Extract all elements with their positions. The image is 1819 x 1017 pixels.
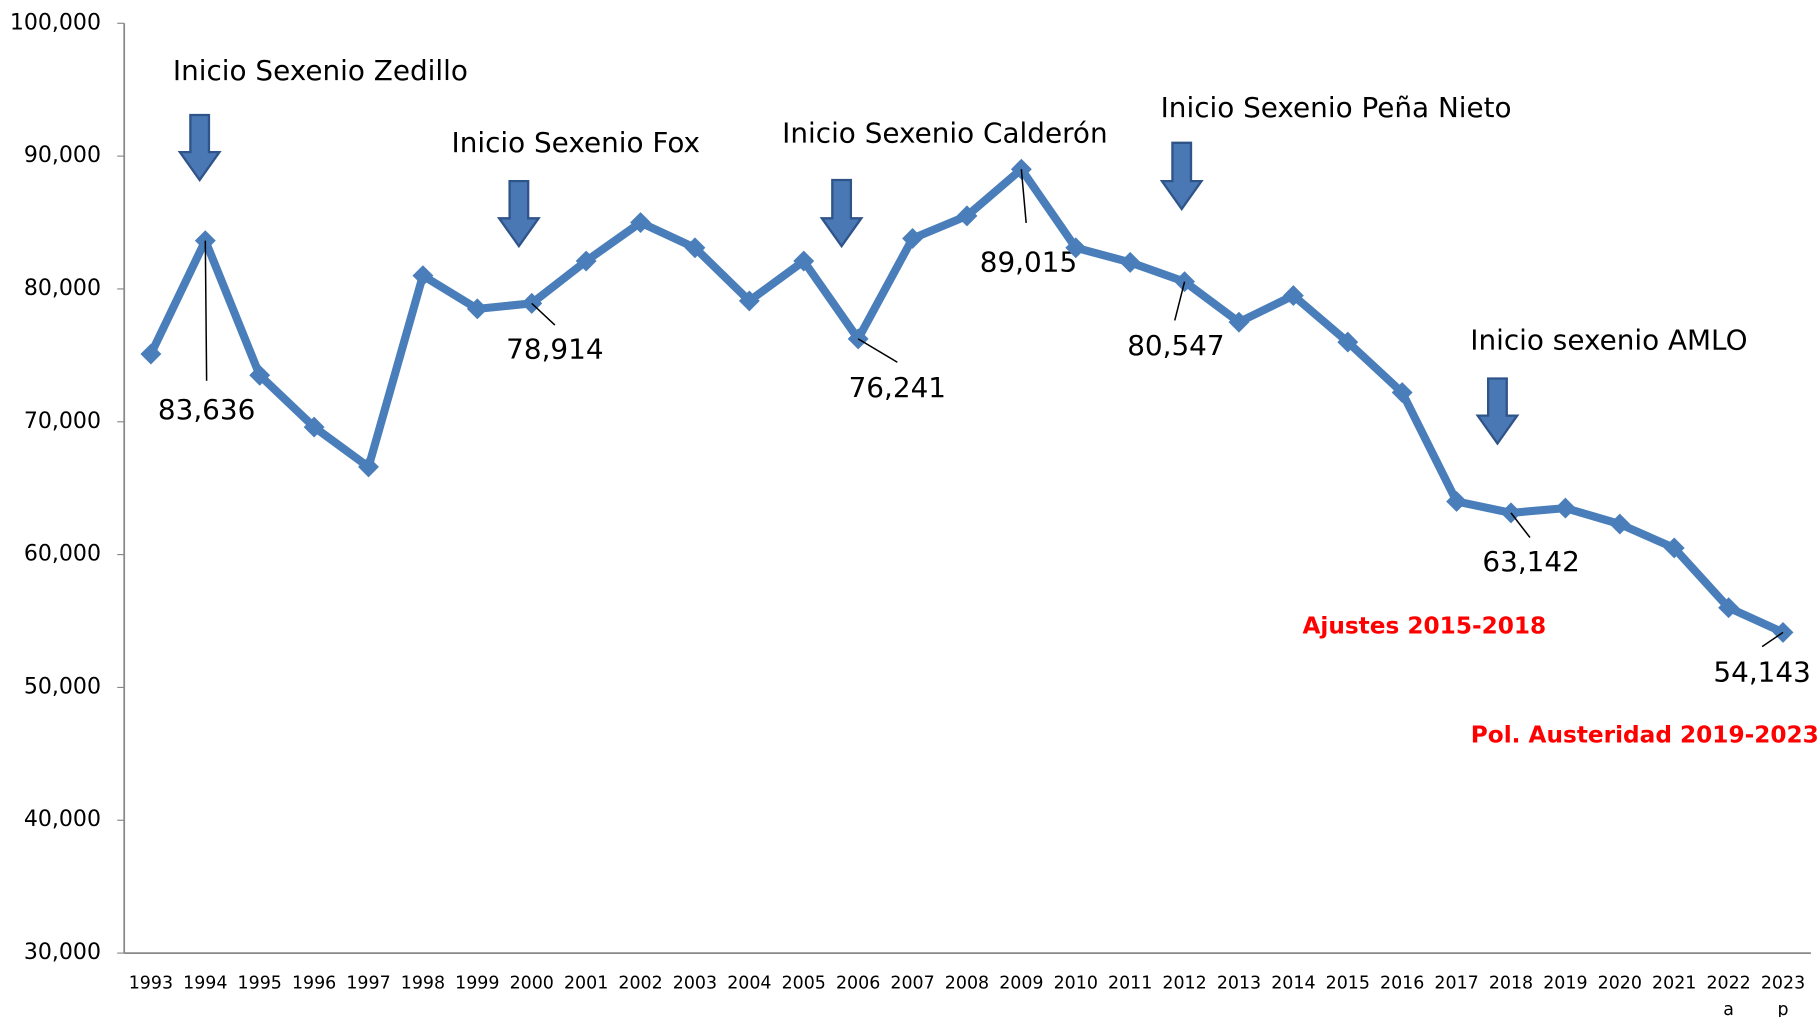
- data-label: 63,142: [1482, 545, 1579, 578]
- marker: [1718, 597, 1740, 619]
- y-tick-label: 60,000: [24, 542, 101, 567]
- arrow: [819, 178, 864, 249]
- marker: [1663, 537, 1685, 559]
- y-tick-label: 30,000: [24, 940, 101, 965]
- x-tick-label: 1999: [455, 973, 499, 993]
- leader-line: [857, 338, 898, 363]
- marker: [956, 205, 978, 227]
- x-tick-label: 2011: [1108, 973, 1152, 993]
- data-label: 89,015: [980, 246, 1077, 279]
- x-tick-label: 2000: [510, 973, 554, 993]
- x-tick-label: 2001: [564, 973, 608, 993]
- leader-line: [531, 302, 556, 326]
- x-tick-label: 2008: [945, 973, 989, 993]
- marker: [1554, 497, 1576, 519]
- arrow: [496, 179, 541, 249]
- marker: [1282, 285, 1304, 307]
- data-label: 78,914: [506, 333, 603, 366]
- data-label: 83,636: [158, 393, 255, 426]
- annotation: Inicio Sexenio Peña Nieto: [1161, 91, 1512, 124]
- x-sublabel: p: [1777, 1000, 1788, 1017]
- annotation: Pol. Austeridad 2019-2023-20: [1471, 722, 1819, 749]
- annotation: Ajustes 2015-2018: [1302, 612, 1546, 639]
- marker: [793, 250, 815, 272]
- marker: [249, 364, 271, 386]
- x-tick-label: 2012: [1162, 973, 1206, 993]
- x-tick-label: 2010: [1054, 973, 1098, 993]
- x-tick-label: 2006: [836, 973, 880, 993]
- marker: [630, 212, 651, 233]
- x-tick-label: 2004: [727, 973, 771, 993]
- leader-line: [1174, 281, 1186, 321]
- leader-line: [1510, 512, 1531, 538]
- x-tick-label: 1994: [183, 973, 227, 993]
- x-tick-label: 2020: [1598, 973, 1642, 993]
- marker: [1446, 491, 1468, 512]
- annotation: Inicio Sexenio Calderón: [782, 117, 1107, 150]
- x-tick-label: 1993: [129, 973, 173, 993]
- x-tick-label: 2018: [1489, 973, 1533, 993]
- x-tick-label: 2014: [1271, 973, 1315, 993]
- marker: [1391, 382, 1413, 403]
- data-label: 80,547: [1127, 329, 1224, 362]
- x-tick-label: 1996: [292, 973, 336, 993]
- y-tick-label: 100,000: [10, 10, 101, 35]
- x-tick-label: 2002: [618, 973, 662, 993]
- y-tick-label: 50,000: [24, 674, 101, 699]
- leader-line: [204, 240, 208, 381]
- arrow: [1475, 377, 1520, 446]
- x-tick-label: 2007: [890, 973, 934, 993]
- marker: [1119, 251, 1141, 273]
- marker: [575, 250, 597, 272]
- x-tick-label: 2021: [1652, 973, 1696, 993]
- annotation: Inicio sexenio AMLO: [1470, 323, 1747, 356]
- x-tick-label: 2013: [1217, 973, 1261, 993]
- x-tick-label: 2022: [1706, 973, 1750, 993]
- x-tick-label: 1995: [238, 973, 282, 993]
- arrow: [1159, 141, 1204, 212]
- x-tick-label: 1997: [346, 973, 390, 993]
- leader-line: [1020, 169, 1027, 224]
- x-tick-label: 2016: [1380, 973, 1424, 993]
- annotation: Inicio Sexenio Fox: [451, 126, 700, 159]
- leader-line: [1761, 631, 1784, 648]
- x-tick-label: 2023: [1761, 973, 1805, 993]
- x-tick-label: 2017: [1434, 973, 1478, 993]
- marker: [358, 456, 379, 478]
- marker: [1228, 311, 1250, 333]
- x-tick-label: 2019: [1543, 973, 1587, 993]
- data-label: 76,241: [849, 371, 946, 404]
- marker: [684, 237, 706, 259]
- x-tick-label: 2009: [999, 973, 1043, 993]
- marker: [902, 228, 924, 249]
- x-tick-label: 2015: [1326, 973, 1370, 993]
- data-label: 54,143: [1713, 655, 1810, 688]
- y-tick-label: 90,000: [24, 143, 101, 168]
- marker: [1500, 502, 1522, 524]
- annotation: Inicio Sexenio Zedillo: [173, 54, 468, 87]
- y-tick-label: 40,000: [24, 807, 101, 832]
- y-tick-label: 80,000: [24, 276, 101, 301]
- y-tick-label: 70,000: [24, 409, 101, 434]
- x-tick-label: 2005: [782, 973, 826, 993]
- arrow: [177, 113, 222, 182]
- x-sublabel: a: [1723, 1000, 1734, 1017]
- x-tick-label: 1998: [401, 973, 445, 993]
- x-tick-label: 2003: [673, 973, 717, 993]
